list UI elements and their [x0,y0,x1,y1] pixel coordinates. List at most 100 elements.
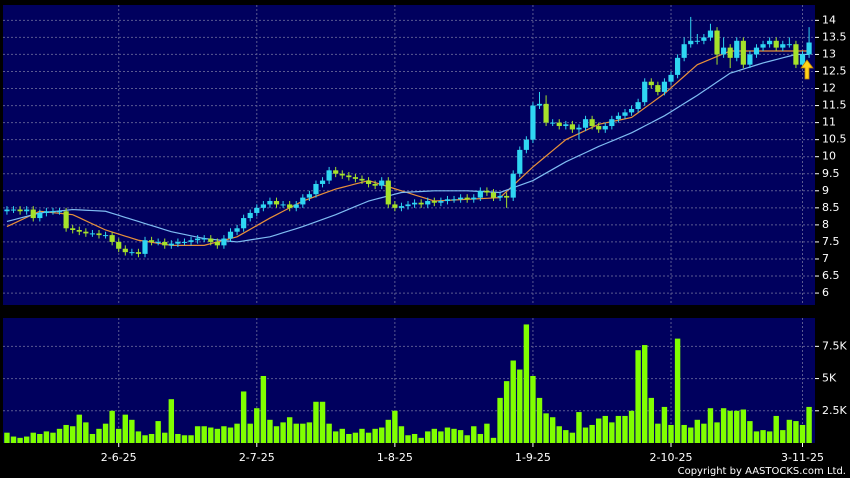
volume-bar [727,410,733,443]
volume-bar [89,433,96,443]
candle-body [30,209,36,219]
volume-bar [116,428,122,443]
candle-body [536,103,543,106]
volume-bar [4,432,10,443]
candle-body [122,248,128,253]
volume-bar [622,415,628,443]
candle-body [287,204,293,208]
candle-body [359,178,365,181]
copyright: Copyright by AASTOCKS.com Ltd. [678,466,846,477]
candle-body [780,44,786,48]
candle-body [379,180,385,186]
volume-bar [37,433,43,443]
volume-bar [129,419,135,443]
price-panel [3,5,815,305]
volume-bar [451,428,457,443]
volume-bar [135,431,142,443]
volume-bar [688,427,694,443]
volume-bar [109,410,115,443]
volume-bar [286,417,293,443]
volume-bar [477,433,484,443]
candle-body [589,119,595,127]
candle-body [694,40,700,42]
volume-bar [247,423,253,443]
y-tick-label: 12 [822,82,836,95]
volume-bar [214,428,221,443]
moving-average-line [6,53,810,243]
candle-body [471,197,477,200]
volume-bar [609,422,615,443]
candle-body [300,197,306,205]
candle-body [615,115,622,120]
volume-bar [365,432,372,443]
volume-bar [17,437,23,443]
volume-bar [740,409,747,443]
candle-body [195,238,201,241]
volume-bar [69,426,76,443]
candle-body [76,230,82,232]
candle-body [628,108,635,113]
volume-bar [517,369,523,443]
volume-bar [306,422,313,443]
volume-bar [96,428,102,443]
candle-body [661,81,668,92]
candle-body [162,241,168,246]
candle-body [451,199,457,201]
candle-body [102,235,109,237]
candle-body [83,231,89,234]
volume-bar [714,422,720,443]
volume-bar [50,432,56,443]
volume-bar [628,410,635,443]
candle-body [793,44,799,65]
candle-body [168,243,174,246]
candle-body [523,139,529,150]
candle-body [464,197,470,200]
candle-body [635,102,641,109]
candle-body [405,204,411,207]
candle-body [221,238,227,246]
volume-bar [602,415,608,443]
candle-body [227,231,234,239]
volume-bar [536,397,543,443]
candle-body [267,201,273,205]
volume-bar [773,415,779,443]
volume-bar [635,350,641,443]
candle-body [89,233,96,235]
volume-bar [352,432,359,443]
volume-bar [142,435,148,443]
y-tick-label: 7.5 [822,235,840,248]
candle-body [10,209,17,211]
volume-bar [444,427,451,443]
candle-body [556,122,562,127]
volume-bar [648,397,654,443]
candle-body [37,212,43,219]
candle-body [786,44,792,46]
volume-bar [457,430,464,443]
candle-body [760,44,766,48]
volume-bar [181,435,188,443]
candle-body [655,85,661,92]
volume-bar [168,399,175,443]
candle-body [4,209,10,212]
candle-body [129,252,135,254]
volume-bar [392,410,398,443]
candle-body [17,209,23,212]
volume-bar [464,435,470,443]
candle-body [63,211,69,229]
current-price-arrow [800,59,814,80]
volume-bar [411,433,418,443]
candle-body [109,235,115,242]
y-tick-label: 10 [822,150,836,163]
candle-body [319,180,326,184]
volume-bar [661,406,668,443]
candle-body [767,40,773,45]
y-tick-label: 2.5K [822,404,847,417]
volume-bar [484,423,490,443]
candle-body [50,211,56,213]
y-tick-label: 8 [822,218,829,231]
candle-body [260,204,266,208]
volume-bar [267,419,273,443]
candle-body [234,228,240,232]
candle-body [273,201,280,205]
candle-body [747,54,753,65]
